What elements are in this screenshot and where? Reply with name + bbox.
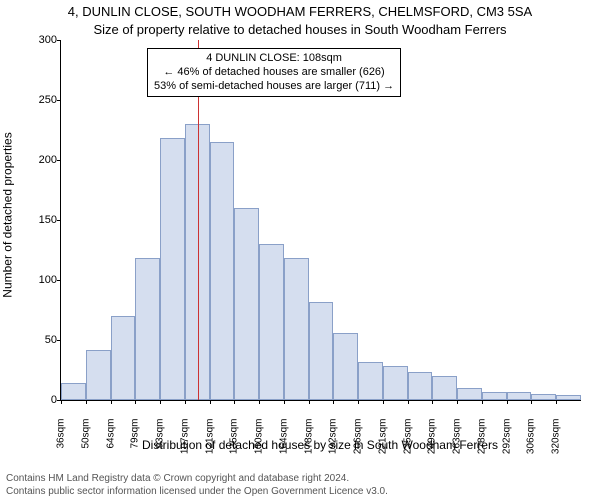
y-tick-label: 50 — [27, 334, 57, 346]
callout-line3: 53% of semi-detached houses are larger (… — [154, 80, 394, 94]
histogram-bar — [507, 392, 532, 400]
attribution-footer: Contains HM Land Registry data © Crown c… — [6, 473, 388, 498]
y-tick-mark — [57, 160, 61, 161]
x-tick-mark — [234, 400, 235, 404]
histogram-bar — [210, 142, 235, 400]
histogram-bar — [333, 333, 358, 400]
footer-line2: Contains public sector information licen… — [6, 486, 388, 499]
x-tick-mark — [86, 400, 87, 404]
histogram-bar — [309, 302, 334, 400]
y-tick-label: 200 — [27, 154, 57, 166]
x-tick-mark — [457, 400, 458, 404]
y-tick-label: 100 — [27, 274, 57, 286]
y-tick-label: 150 — [27, 214, 57, 226]
histogram-bar — [358, 362, 383, 400]
histogram-bar — [160, 138, 185, 400]
x-tick-mark — [408, 400, 409, 404]
histogram-bar — [284, 258, 309, 400]
x-tick-mark — [135, 400, 136, 404]
x-tick-mark — [333, 400, 334, 404]
x-tick-mark — [160, 400, 161, 404]
histogram-bar — [185, 124, 210, 400]
histogram-bar — [531, 394, 556, 400]
histogram-bar — [383, 366, 408, 400]
y-tick-mark — [57, 40, 61, 41]
x-tick-mark — [61, 400, 62, 404]
histogram-bar — [135, 258, 160, 400]
x-tick-mark — [358, 400, 359, 404]
plot-area: 4 DUNLIN CLOSE: 108sqm ← 46% of detached… — [60, 40, 581, 401]
y-axis-label: Number of detached properties — [0, 0, 16, 430]
histogram-bar — [61, 383, 86, 400]
histogram-bar — [86, 350, 111, 400]
x-tick-mark — [482, 400, 483, 404]
histogram-bar — [234, 208, 259, 400]
histogram-bar — [408, 372, 433, 400]
chart-title-line1: 4, DUNLIN CLOSE, SOUTH WOODHAM FERRERS, … — [0, 4, 600, 19]
histogram-bar — [556, 395, 581, 400]
y-tick-mark — [57, 220, 61, 221]
callout-line2: ← 46% of detached houses are smaller (62… — [154, 66, 394, 80]
histogram-bar — [482, 392, 507, 400]
callout-box: 4 DUNLIN CLOSE: 108sqm ← 46% of detached… — [147, 48, 401, 97]
x-tick-mark — [259, 400, 260, 404]
histogram-bar — [259, 244, 284, 400]
histogram-bar — [457, 388, 482, 400]
x-tick-mark — [309, 400, 310, 404]
x-tick-mark — [556, 400, 557, 404]
y-tick-mark — [57, 340, 61, 341]
y-tick-mark — [57, 100, 61, 101]
callout-line1: 4 DUNLIN CLOSE: 108sqm — [154, 52, 394, 66]
x-axis-label: Distribution of detached houses by size … — [60, 438, 580, 452]
chart-container: 4, DUNLIN CLOSE, SOUTH WOODHAM FERRERS, … — [0, 0, 600, 500]
y-tick-label: 0 — [27, 394, 57, 406]
histogram-bar — [111, 316, 136, 400]
x-tick-mark — [432, 400, 433, 404]
x-tick-mark — [531, 400, 532, 404]
footer-line1: Contains HM Land Registry data © Crown c… — [6, 473, 388, 486]
x-tick-mark — [507, 400, 508, 404]
y-tick-label: 300 — [27, 34, 57, 46]
y-tick-mark — [57, 280, 61, 281]
chart-title-line2: Size of property relative to detached ho… — [0, 22, 600, 37]
histogram-bar — [432, 376, 457, 400]
x-tick-mark — [111, 400, 112, 404]
x-tick-mark — [210, 400, 211, 404]
x-tick-mark — [284, 400, 285, 404]
y-tick-label: 250 — [27, 94, 57, 106]
x-tick-mark — [185, 400, 186, 404]
x-tick-mark — [383, 400, 384, 404]
